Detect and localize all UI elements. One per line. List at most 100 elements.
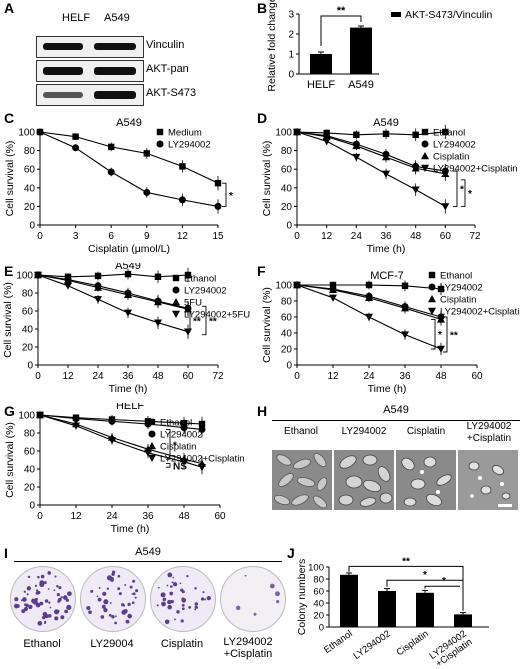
colony-spot [134,596,137,599]
colony-spot [122,604,126,607]
significance-b: ** [337,5,346,17]
colony-spot [43,622,47,625]
microscopy-label-combo: LY294002 +Cisplatin [466,421,512,444]
data-point [441,169,450,178]
colony-spot [60,615,65,620]
colony-spot [26,593,29,596]
bar-3 [454,614,472,627]
x-tick-label: 60 [214,511,226,522]
y-tick-label: 60 [22,307,34,318]
x-tick-label: 36 [122,371,134,382]
panel-letter-d: D [257,110,268,126]
colony-spot [124,584,127,586]
x-tick-label: 36 [142,511,154,522]
colony-spot [96,595,99,598]
colony-spot [121,609,127,615]
y-axis-label: Colony numbers [296,559,308,635]
colony-spot [49,606,52,609]
legend-label: LY294002+Cisplatin [440,307,520,318]
colony-spot [181,597,185,601]
colony-spot [156,604,159,607]
data-point [401,282,409,289]
microscopy-title-rule [272,420,520,421]
data-point [108,417,116,425]
colony-spot [200,597,205,601]
data-point [154,273,162,280]
significance-f2: ** [450,331,458,342]
x-tick-label: 0 [37,231,43,242]
x-tick-label: 3 [73,231,79,242]
data-point [34,271,42,279]
colony-label-ethanol: Ethanol [23,638,61,650]
data-point [64,282,72,290]
y-tick-label: 20 [313,611,324,622]
legend-marker [421,152,429,160]
x-tick-label-line: Ethanol [322,628,355,655]
colony-dots [86,570,139,625]
data-point [124,290,132,298]
significance-j3: * [442,576,446,587]
y-tick-label: 100 [18,128,35,139]
colony-spot [53,589,56,592]
colony-spot [103,599,109,605]
colony-spot [27,575,31,579]
data-point [64,276,72,284]
scale-bar [498,504,512,507]
x-tick-label-line: LY294002 [351,628,392,661]
colony-spot [86,605,91,611]
colony-spot [56,592,60,597]
chart-title: A549 [115,263,141,272]
colony-spot [103,608,108,613]
data-point [144,449,152,457]
colony-spot [112,570,116,574]
data-point [124,309,132,317]
colony-spot [127,602,131,607]
data-point [329,285,337,293]
colony-spot [166,584,169,587]
y-tick-label: 80 [24,146,36,157]
colony-spot [57,597,62,602]
significance-g2: NS [173,461,187,472]
colony-dish-ly29004 [80,566,146,632]
microscopy-label-cisplatin: Cisplatin [406,426,446,437]
legend-label: Medium [168,128,202,139]
blot-band [94,43,136,50]
legend-marker [172,286,180,294]
legend-marker [156,128,164,136]
legend-marker [428,307,436,315]
y-tick-label: 0 [27,361,33,372]
data-point [365,293,373,301]
colony-dots [235,574,280,616]
microscopy-image-combo [458,450,518,510]
colony-spot [167,599,172,605]
colony-spot [129,585,133,589]
chart-f: MCF-7 0 20 40 60 80 100 0 12 24 36 48 60 Time (h) Cell… [261,270,520,395]
colony-spot [114,621,117,625]
x-tick-label: 60 [440,231,452,242]
colony-spot [47,614,52,618]
y-tick-label: 100 [18,411,35,422]
x-tick-label: 48 [435,371,447,382]
data-point [36,128,44,136]
legend-marker [148,418,156,426]
data-point [214,202,222,210]
series-line-3 [39,414,203,468]
data-point [437,315,445,323]
y-tick-label: 40 [22,325,34,336]
colony-spot [167,604,172,610]
y-tick-label: 40 [313,599,324,610]
x-tick-label: Ethanol [322,628,355,655]
chart-title: MCF-7 [370,270,404,282]
significance-g1: * [173,440,177,451]
significance-bracket [348,565,464,611]
colony-spot [25,603,29,608]
data-point [108,437,116,445]
legend-marker [148,454,156,462]
series-line-1 [39,131,219,207]
colony-spot [194,587,197,590]
y-axis-label: Cell survival (%) [261,141,273,217]
data-point [198,425,206,433]
x-axis-label: Cisplatin (μmol/L) [88,243,170,255]
colony-spot [176,610,180,614]
colony-spot [109,602,112,604]
